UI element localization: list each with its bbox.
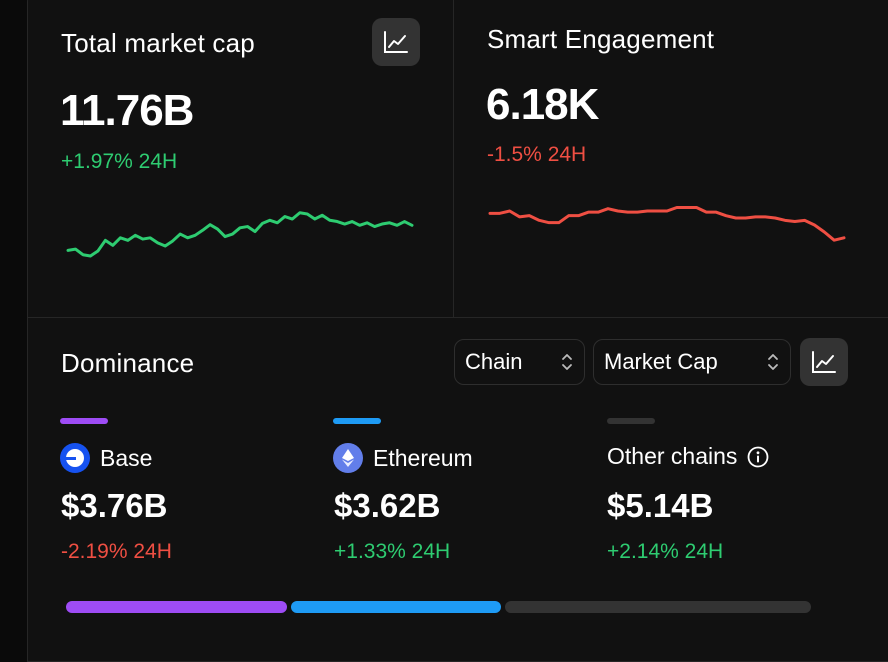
dominance-segment (505, 601, 811, 613)
chain-name-label: Other chains (607, 443, 738, 469)
chain-amount: $3.62B (334, 487, 441, 524)
chain-select[interactable]: Chain (454, 339, 585, 385)
market-cap-chart-button[interactable] (372, 18, 420, 66)
chain-amount: $3.76B (61, 487, 168, 524)
market-cap-change: +1.97% 24H (61, 150, 178, 173)
smart-engagement-sparkline (488, 206, 846, 242)
chevron-up-down-icon (768, 354, 778, 370)
chain-other[interactable]: Other chains (607, 443, 769, 470)
chevron-up-down-icon (562, 354, 572, 370)
dominance-title: Dominance (61, 348, 195, 378)
smart-engagement-change: -1.5% 24H (487, 143, 587, 166)
market-cap-title: Total market cap (61, 28, 255, 58)
ethereum-logo-icon (333, 443, 363, 473)
chain-change: +2.14% 24H (607, 540, 724, 563)
base-logo-icon (60, 443, 90, 473)
line-chart-icon (812, 351, 836, 373)
chain-name-label: Ethereum (373, 444, 473, 471)
smart-engagement-title: Smart Engagement (487, 24, 715, 54)
ethereum-legend-bar (333, 418, 381, 424)
chain-ethereum[interactable]: Ethereum (333, 443, 473, 473)
dominance-segment (291, 601, 501, 613)
dominance-segment (66, 601, 287, 613)
dominance-chart-button[interactable] (800, 338, 848, 386)
base-legend-bar (60, 418, 108, 424)
other-legend-bar (607, 418, 655, 424)
info-icon[interactable] (747, 446, 769, 468)
sparkline-series (488, 206, 846, 242)
chain-change: +1.33% 24H (334, 540, 451, 563)
smart-engagement-card (453, 0, 888, 318)
smart-engagement-value: 6.18K (486, 80, 599, 129)
line-chart-icon (384, 31, 408, 53)
chain-select-label: Chain (465, 349, 523, 374)
dominance-stacked-bar (66, 601, 812, 613)
sparkline-series (66, 211, 414, 258)
metric-select-label: Market Cap (604, 349, 718, 374)
chain-amount: $5.14B (607, 487, 714, 524)
chain-change: -2.19% 24H (61, 540, 172, 563)
market-cap-value: 11.76B (60, 86, 194, 135)
chain-base[interactable]: Base (60, 443, 152, 473)
metric-select[interactable]: Market Cap (593, 339, 791, 385)
market-cap-sparkline (66, 211, 414, 258)
chain-name-label: Base (100, 444, 153, 471)
